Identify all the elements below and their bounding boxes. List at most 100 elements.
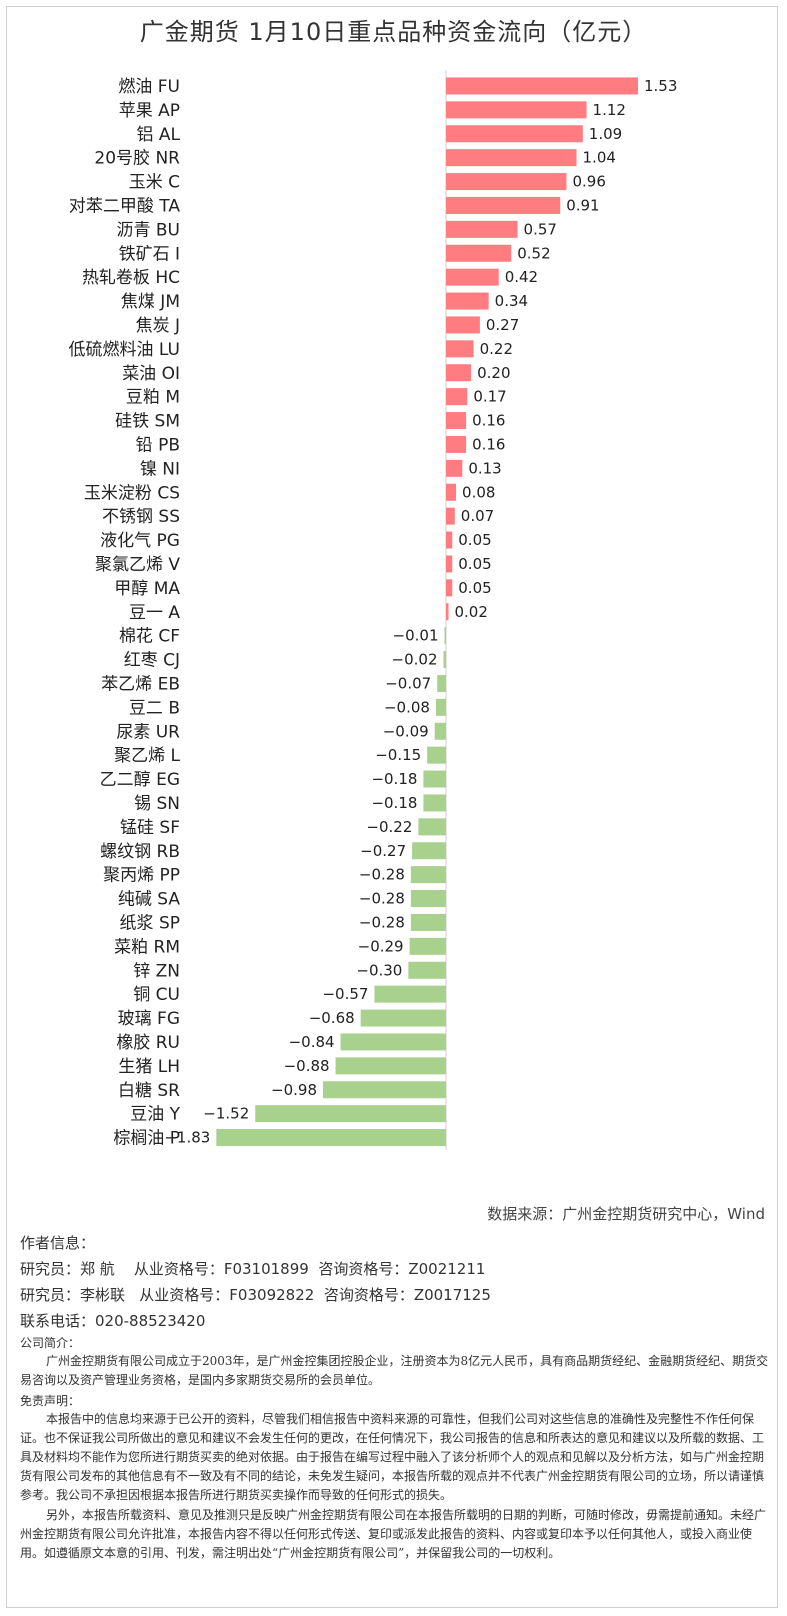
category-label: 菜油 OI <box>122 364 180 384</box>
data-label: −0.01 <box>393 627 439 645</box>
category-label: 纯碱 SA <box>118 890 181 910</box>
researcher-1: 研究员：郑 航 从业资格号：F03101899 咨询资格号：Z0021211 <box>20 1260 486 1278</box>
data-label: −0.07 <box>385 674 431 692</box>
bar-28 <box>427 746 446 764</box>
data-label: 0.42 <box>505 268 538 286</box>
data-label: −0.28 <box>359 913 405 931</box>
category-label: 红枣 CJ <box>124 651 180 671</box>
category-label: 白糖 SR <box>118 1081 180 1101</box>
bar-13 <box>446 388 468 406</box>
bar-0 <box>446 77 639 95</box>
category-label: 豆油 Y <box>130 1105 180 1125</box>
bar-25 <box>437 674 446 692</box>
category-label: 聚丙烯 PP <box>103 866 180 886</box>
data-label: −0.22 <box>366 818 412 836</box>
category-label: 液化气 PG <box>100 531 180 551</box>
category-label: 聚氯乙烯 V <box>95 555 180 575</box>
category-label: 玉米 C <box>129 173 180 193</box>
bar-20 <box>446 555 453 573</box>
company-header: 公司简介： <box>20 1336 81 1350</box>
category-label: 橡胶 RU <box>116 1033 180 1053</box>
data-label: −0.29 <box>358 937 404 955</box>
data-label: 0.16 <box>472 412 505 430</box>
data-label: 1.53 <box>644 77 677 95</box>
data-label: 1.09 <box>589 125 622 143</box>
bar-16 <box>446 459 463 477</box>
data-label: −0.27 <box>360 842 406 860</box>
category-label: 对苯二甲酸 TA <box>69 196 180 216</box>
bar-33 <box>410 866 446 884</box>
category-label: 乙二醇 EG <box>100 770 180 790</box>
disclaimer-paragraph-2: 另外，本报告所载资料、意见及推测只是反映广州金控期货有限公司在本报告所载明的日期… <box>20 1508 767 1560</box>
category-label: 燃油 FU <box>118 77 180 97</box>
data-label: −0.28 <box>359 866 405 884</box>
bar-10 <box>446 316 480 334</box>
category-label: 甲醇 MA <box>114 579 180 599</box>
category-label: 豆一 A <box>129 603 180 623</box>
bar-11 <box>446 340 474 358</box>
bar-36 <box>409 937 446 955</box>
bar-43 <box>255 1105 446 1123</box>
data-label: 0.02 <box>455 603 488 621</box>
data-label: 1.04 <box>583 149 616 167</box>
bar-40 <box>340 1033 446 1051</box>
category-label: 锌 ZN <box>133 961 180 981</box>
data-source: 数据来源：广州金控期货研究中心，Wind <box>487 1205 765 1223</box>
bar-35 <box>410 913 446 931</box>
category-label: 硅铁 SM <box>115 412 180 432</box>
data-label: −0.18 <box>371 770 417 788</box>
data-label: 0.17 <box>473 388 506 406</box>
author-header: 作者信息： <box>20 1234 96 1252</box>
data-label: −0.18 <box>371 794 417 812</box>
disclaimer-header: 免责声明： <box>20 1394 81 1408</box>
category-label: 热轧卷板 HC <box>82 268 180 288</box>
category-label: 低硫燃料油 LU <box>69 340 180 360</box>
category-label: 焦炭 J <box>136 316 180 336</box>
data-label: 0.20 <box>477 364 510 382</box>
category-label: 玻璃 FG <box>118 1009 180 1029</box>
data-label: −0.84 <box>289 1033 335 1051</box>
category-label: 不锈钢 SS <box>102 507 180 527</box>
category-label: 纸浆 SP <box>120 913 180 933</box>
bar-17 <box>446 483 457 501</box>
category-label: 镍 NI <box>140 459 180 479</box>
data-label: −1.83 <box>164 1129 210 1147</box>
data-label: 0.05 <box>458 579 491 597</box>
data-label: −0.28 <box>359 890 405 908</box>
category-label: 20号胶 NR <box>94 149 180 169</box>
bar-44 <box>216 1129 446 1147</box>
bar-30 <box>423 794 446 812</box>
data-label: 0.13 <box>468 459 501 477</box>
bar-37 <box>408 961 446 979</box>
bar-6 <box>446 220 518 238</box>
data-label: 0.08 <box>462 483 495 501</box>
bar-31 <box>418 818 446 836</box>
bar-8 <box>446 268 499 286</box>
data-label: −0.08 <box>384 698 430 716</box>
data-label: −0.88 <box>284 1057 330 1075</box>
bar-14 <box>446 412 467 430</box>
report-frame <box>6 6 778 1608</box>
data-label: −0.15 <box>375 746 421 764</box>
bar-12 <box>446 364 472 382</box>
category-label: 尿素 UR <box>116 722 180 742</box>
category-label: 棕榈油 P <box>113 1129 180 1149</box>
data-label: −0.30 <box>356 961 402 979</box>
data-label: 0.16 <box>472 435 505 453</box>
data-label: −0.09 <box>383 722 429 740</box>
contact-phone: 联系电话：020-88523420 <box>20 1312 206 1330</box>
bar-2 <box>446 125 583 143</box>
data-label: 0.57 <box>524 220 557 238</box>
bar-15 <box>446 435 467 453</box>
data-label: 0.05 <box>458 531 491 549</box>
data-label: −0.02 <box>392 651 438 669</box>
bar-39 <box>360 1009 446 1027</box>
researcher-2: 研究员：李彬联 从业资格号：F03092822 咨询资格号：Z0017125 <box>20 1286 491 1304</box>
category-label: 豆二 B <box>129 698 180 718</box>
bar-32 <box>412 842 446 860</box>
disclaimer-paragraph-1: 本报告中的信息均来源于已公开的资料，尽管我们相信报告中资料来源的可靠性，但我们公… <box>20 1412 765 1502</box>
bar-5 <box>446 196 561 214</box>
data-label: 0.96 <box>572 173 605 191</box>
category-label: 螺纹钢 RB <box>100 842 180 862</box>
bar-22 <box>446 603 449 621</box>
